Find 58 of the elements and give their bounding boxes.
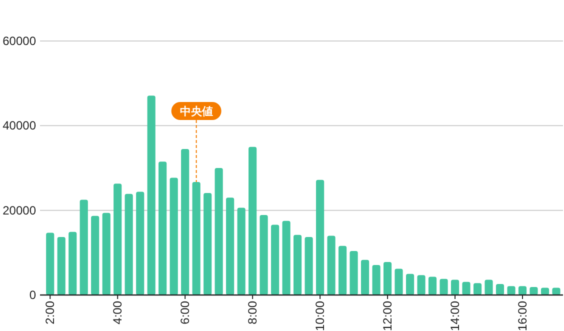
bar xyxy=(114,184,122,295)
bar xyxy=(271,224,280,295)
bar xyxy=(304,237,313,295)
bar xyxy=(350,250,358,295)
bar xyxy=(226,198,234,295)
bar xyxy=(136,192,144,295)
bar xyxy=(282,220,290,295)
bar xyxy=(450,280,460,295)
bar xyxy=(181,148,190,295)
bar xyxy=(372,264,380,295)
bar xyxy=(192,182,200,295)
bar xyxy=(417,275,426,295)
x-tick-label: 14:00 xyxy=(448,300,462,331)
annotation: 中央値 xyxy=(180,105,213,118)
x-tick-label: 2:00 xyxy=(43,300,58,324)
bar xyxy=(57,237,66,295)
bar xyxy=(46,232,54,295)
x-tick-label: 4:00 xyxy=(110,300,125,324)
bar xyxy=(102,212,110,295)
y-tick-label: 20000 xyxy=(2,203,36,218)
bar xyxy=(316,180,324,295)
x-tick-label: 6:00 xyxy=(178,300,192,324)
x-tick-label: 8:00 xyxy=(246,300,260,324)
bar xyxy=(406,274,414,295)
bar xyxy=(68,232,77,295)
bar xyxy=(260,214,268,295)
bar xyxy=(338,246,347,295)
x-tick-label: 12:00 xyxy=(380,300,395,331)
bar xyxy=(462,282,470,295)
bar xyxy=(473,283,482,295)
bar xyxy=(294,234,302,295)
bar xyxy=(552,288,560,295)
x-tick-label: 16:00 xyxy=(516,300,530,331)
bar xyxy=(237,208,246,295)
bar xyxy=(530,286,538,295)
bar xyxy=(440,278,448,295)
x-tick-label: 10:00 xyxy=(313,300,328,331)
bar xyxy=(360,260,370,295)
bar xyxy=(428,276,437,295)
bar xyxy=(507,286,516,295)
bar xyxy=(124,194,133,295)
y-tick-label: 60000 xyxy=(2,34,36,48)
bar xyxy=(327,236,336,295)
bar xyxy=(484,280,493,295)
bar xyxy=(248,146,257,295)
bar xyxy=(204,192,212,295)
bar xyxy=(496,284,504,295)
bar xyxy=(383,262,392,295)
y-tick-label: 0 xyxy=(29,288,36,302)
bar xyxy=(91,216,100,295)
bar xyxy=(80,200,88,295)
bar xyxy=(518,286,527,295)
bar xyxy=(158,162,167,295)
bar xyxy=(214,168,223,295)
bar xyxy=(394,268,403,295)
bar xyxy=(170,178,178,295)
bar xyxy=(147,96,156,295)
y-tick-label: 40000 xyxy=(2,118,36,133)
